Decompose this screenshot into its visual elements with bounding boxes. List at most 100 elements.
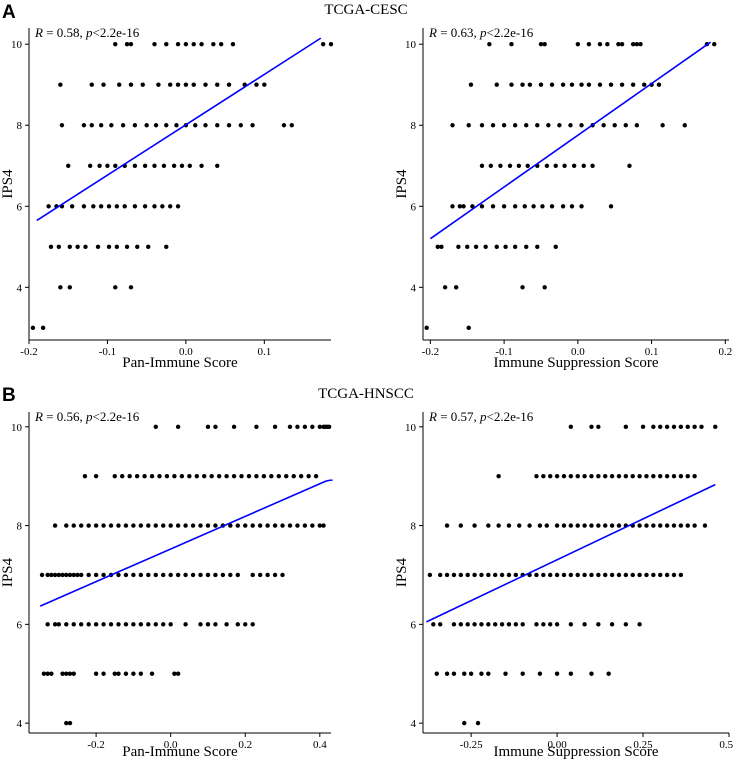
data-point — [224, 622, 229, 627]
data-point — [262, 82, 267, 87]
data-point — [479, 163, 485, 168]
data-point — [630, 572, 635, 578]
data-point — [142, 204, 148, 209]
data-point — [128, 82, 134, 87]
data-point — [280, 523, 285, 528]
data-point — [39, 572, 45, 578]
data-point — [658, 572, 663, 578]
data-point — [49, 671, 54, 676]
data-point — [444, 671, 450, 676]
data-point — [135, 244, 140, 250]
data-point — [52, 622, 58, 627]
data-point — [541, 474, 546, 479]
data-point — [596, 523, 601, 528]
data-point — [472, 523, 477, 528]
data-point — [486, 622, 491, 627]
data-point — [499, 622, 505, 627]
p-symbol: p — [479, 409, 487, 424]
data-point — [554, 474, 560, 479]
data-point — [542, 42, 547, 47]
data-point — [284, 474, 289, 479]
data-point — [589, 671, 594, 676]
data-point — [231, 424, 237, 430]
data-point — [664, 572, 670, 578]
data-point — [582, 572, 587, 578]
data-point — [486, 523, 491, 528]
data-point — [712, 42, 717, 47]
data-point — [124, 244, 130, 250]
data-point — [67, 572, 73, 578]
data-point — [172, 474, 177, 479]
data-point — [597, 42, 603, 47]
data-point — [190, 523, 196, 528]
data-point — [146, 244, 151, 250]
x-tick-label: 0.2 — [238, 739, 252, 751]
y-tick-label: 10 — [405, 422, 417, 434]
data-point — [280, 572, 285, 578]
data-point — [250, 123, 255, 128]
data-point — [30, 325, 36, 331]
x-tick-label: 0.4 — [313, 739, 327, 751]
data-point — [101, 82, 106, 87]
p-symbol: p — [479, 25, 487, 40]
data-point — [161, 523, 166, 528]
data-point — [479, 671, 484, 676]
data-point — [97, 163, 102, 168]
data-point — [644, 572, 649, 578]
data-point — [501, 204, 507, 209]
data-point — [265, 572, 270, 578]
x-tick-label: 0.0 — [571, 346, 585, 358]
data-point — [451, 572, 457, 578]
data-point — [612, 123, 617, 128]
panel-b-letter: B — [2, 385, 16, 406]
data-point — [534, 622, 539, 627]
data-point — [644, 523, 649, 528]
data-point — [112, 474, 117, 479]
data-point — [479, 123, 485, 128]
data-point — [616, 42, 621, 47]
data-point — [122, 204, 127, 209]
data-point — [326, 424, 332, 430]
data-point — [535, 244, 540, 250]
data-point — [589, 572, 594, 578]
data-point — [527, 523, 532, 528]
data-point — [213, 424, 218, 430]
data-point — [209, 474, 214, 479]
data-point — [658, 523, 663, 528]
data-point — [512, 204, 518, 209]
data-point — [651, 572, 656, 578]
data-point — [692, 424, 697, 430]
data-point — [116, 572, 121, 578]
data-point — [75, 572, 80, 578]
data-point — [465, 622, 470, 627]
data-point — [472, 622, 477, 627]
data-point — [132, 204, 138, 209]
data-point — [41, 671, 47, 676]
data-point — [535, 123, 540, 128]
data-point — [678, 523, 684, 528]
data-point — [554, 523, 560, 528]
data-point — [538, 42, 544, 47]
data-point — [608, 204, 614, 209]
x-axis-label: Pan-Immune Score — [122, 744, 238, 760]
data-point — [548, 622, 553, 627]
data-point — [575, 572, 580, 578]
data-point — [120, 474, 125, 479]
data-point — [254, 424, 259, 430]
data-point — [630, 82, 636, 87]
y-axis-label: IPS4 — [394, 557, 410, 587]
data-point — [144, 123, 149, 128]
data-point — [562, 163, 567, 168]
data-point — [82, 474, 88, 479]
data-point — [527, 82, 533, 87]
data-point — [520, 285, 525, 290]
p-value: <2.2e-16 — [487, 25, 534, 40]
data-point — [554, 622, 560, 627]
data-point — [101, 622, 106, 627]
data-point — [581, 163, 586, 168]
x-axis-label: Pan-Immune Score — [122, 355, 238, 371]
data-point — [199, 42, 204, 47]
x-tick-label: 0.1 — [257, 346, 271, 358]
data-point — [685, 424, 690, 430]
data-point — [116, 622, 121, 627]
